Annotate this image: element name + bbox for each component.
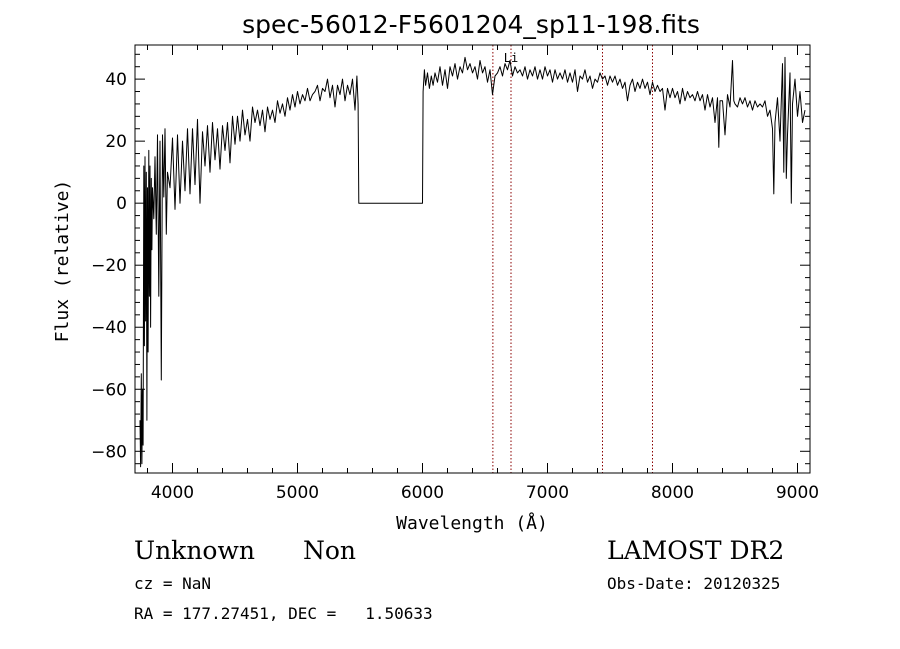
y-tick-label-3: −20: [91, 256, 127, 276]
obs-date-label: Obs-Date: 20120325: [607, 574, 781, 593]
x-tick-label-3: 7000: [526, 483, 569, 503]
x-axis-label: Wavelength (Å): [396, 512, 548, 534]
y-tick-label-2: −40: [91, 318, 127, 338]
object-subclass-label: Non: [303, 536, 357, 565]
y-tick-label-6: 40: [105, 70, 127, 90]
y-tick-label-1: −60: [91, 380, 127, 400]
x-tick-label-0: 4000: [151, 483, 194, 503]
survey-label: LAMOST DR2: [607, 536, 785, 565]
x-tick-label-1: 5000: [276, 483, 319, 503]
chart-title: spec-56012-F5601204_sp11-198.fits: [242, 10, 700, 39]
spectrum-series-0: [139, 56, 806, 468]
plot-frame: [134, 44, 811, 474]
y-axis-label: Flux (relative): [52, 180, 73, 343]
plot-area: Li 4000 5000 6000 7000 8000 9000 −80 −60 −40 −20 0 2…: [91, 44, 819, 503]
y-tick-label-0: −80: [91, 442, 127, 462]
redshift-label: cz = NaN: [134, 574, 212, 593]
marker-label-1: Li: [504, 51, 518, 65]
y-tick-label-4: 0: [116, 194, 127, 214]
object-class-label: Unknown: [134, 536, 255, 565]
x-tick-label-4: 8000: [651, 483, 694, 503]
x-tick-label-5: 9000: [776, 483, 819, 503]
y-tick-label-5: 20: [105, 132, 127, 152]
x-tick-label-2: 6000: [401, 483, 444, 503]
coords-label: RA = 177.27451, DEC = 1.50633: [134, 604, 433, 623]
